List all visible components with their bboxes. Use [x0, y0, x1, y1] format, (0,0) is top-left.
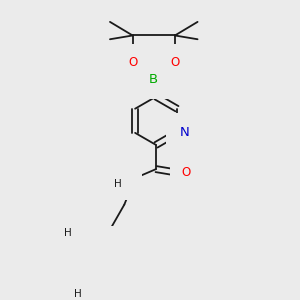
Text: N: N [180, 126, 189, 140]
Text: H: H [74, 289, 82, 299]
Text: H: H [64, 228, 72, 238]
Text: O: O [128, 56, 137, 69]
Text: O: O [182, 167, 191, 179]
Text: H: H [114, 179, 122, 189]
Text: O: O [72, 218, 81, 232]
Text: B: B [149, 73, 158, 86]
Text: O: O [83, 280, 93, 292]
Text: O: O [170, 56, 179, 69]
Text: N: N [122, 170, 130, 183]
